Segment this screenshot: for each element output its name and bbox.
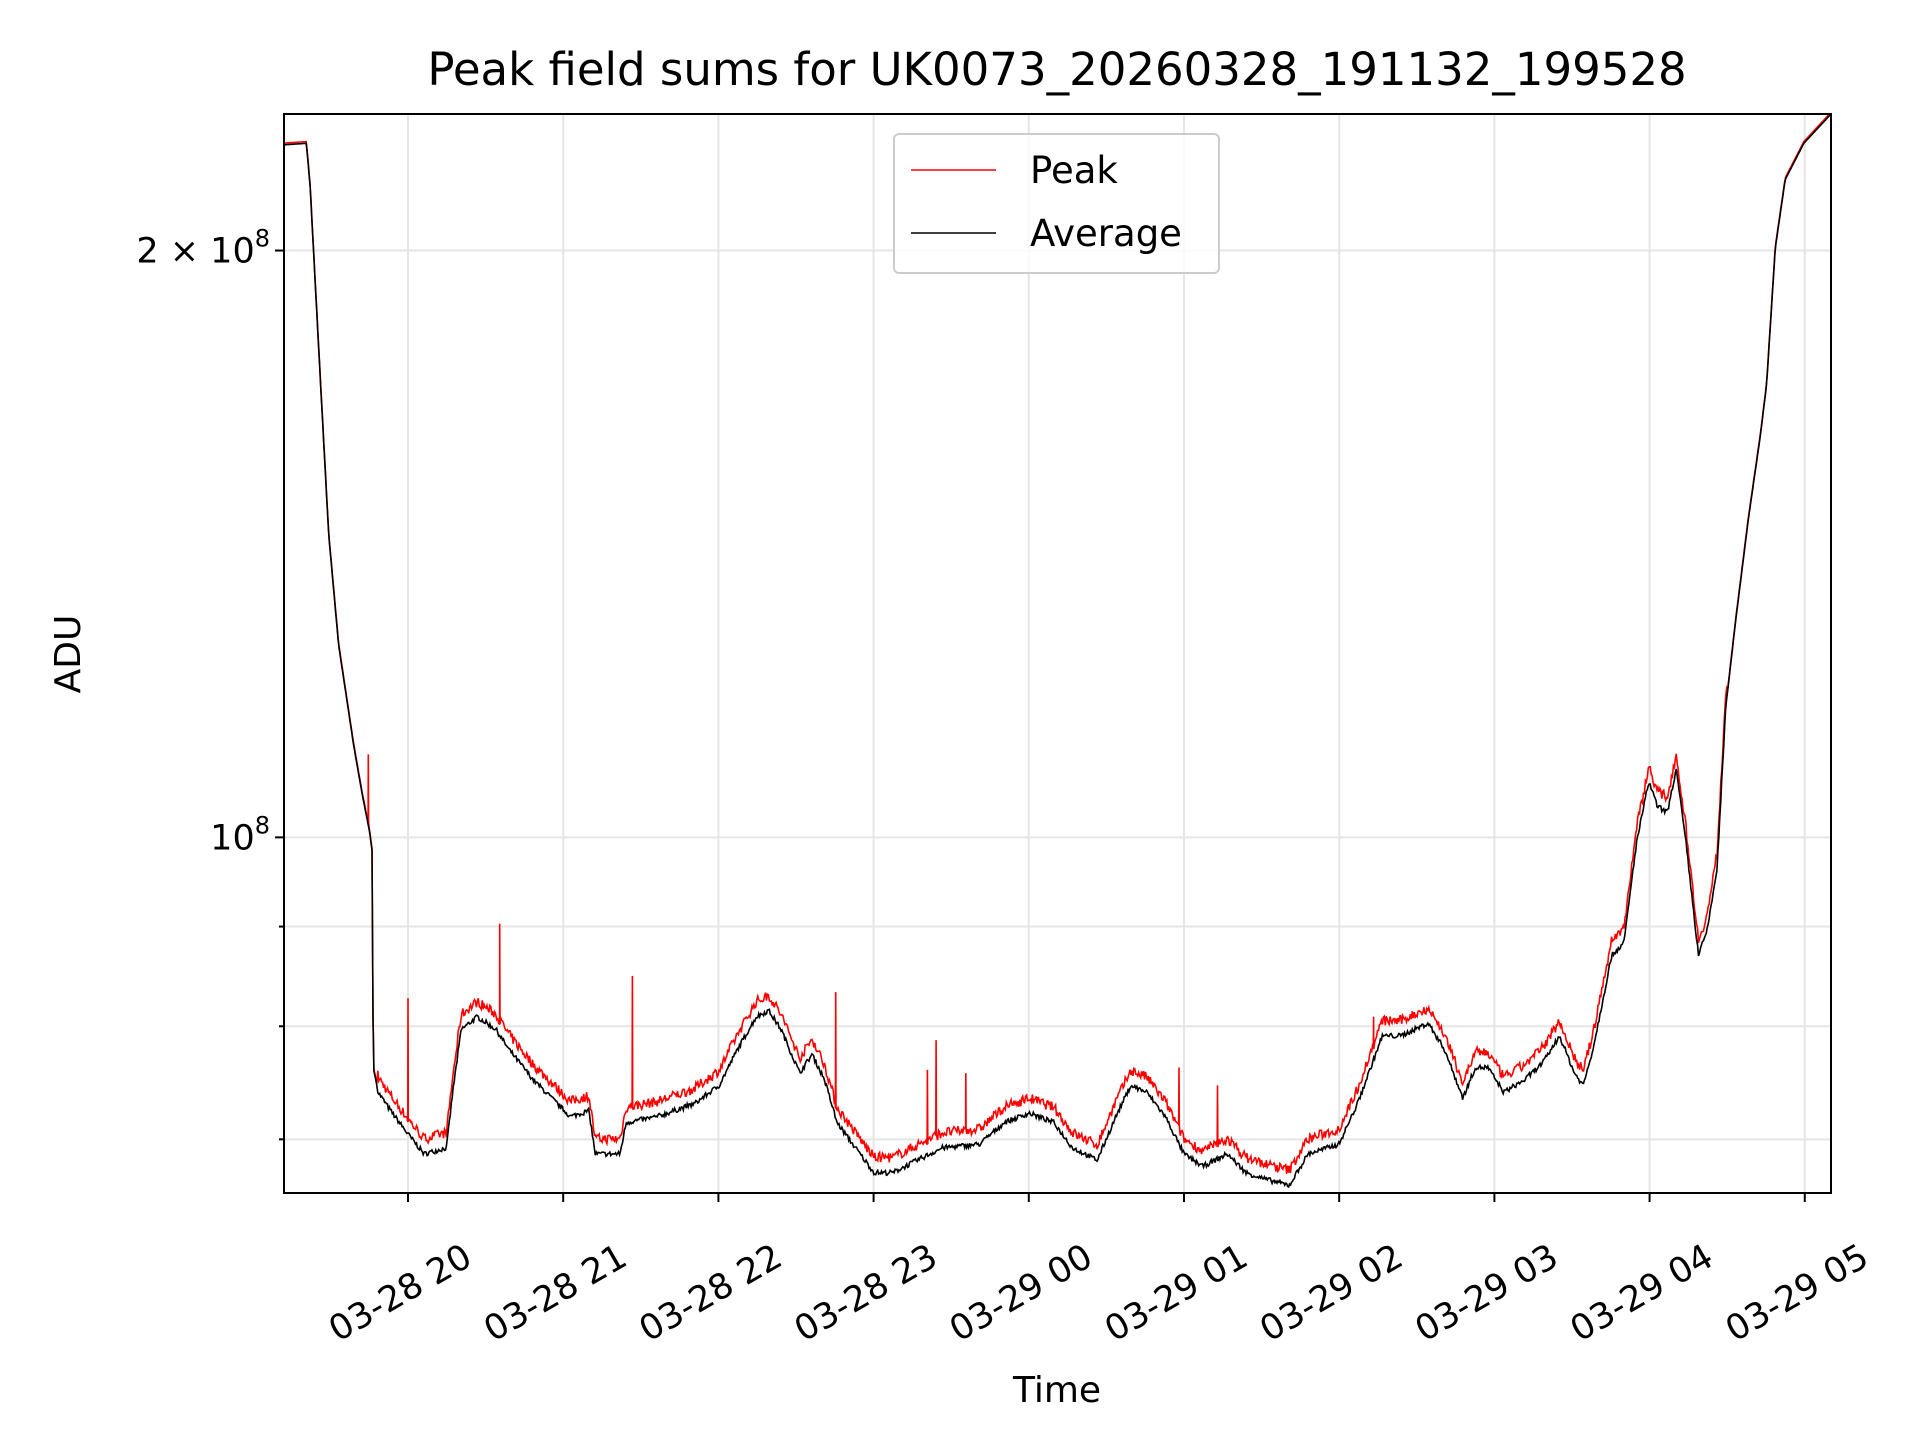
y-tick-label: 2 × 108 — [136, 225, 270, 272]
x-tick-label: 03-29 04 — [1564, 1237, 1720, 1350]
grid — [284, 114, 1831, 1193]
x-tick-label: 03-29 05 — [1719, 1237, 1875, 1350]
legend-label-average: Average — [1030, 212, 1182, 255]
x-axis-label: Time — [1012, 1370, 1101, 1411]
peak-series-line — [284, 113, 1831, 1174]
x-tick-label: 03-29 01 — [1098, 1237, 1254, 1350]
y-axis-ticks: 108 2 × 108 — [136, 225, 284, 1141]
plot-frame — [283, 113, 1832, 1194]
y-tick-label: 108 — [210, 811, 270, 858]
x-tick-label: 03-29 00 — [943, 1237, 1099, 1350]
legend: Peak Average — [893, 133, 1220, 274]
series-lines — [284, 113, 1832, 1189]
chart-title: Peak field sums for UK0073_20260328_1911… — [427, 43, 1686, 96]
x-tick-label: 03-28 23 — [788, 1237, 944, 1350]
average-series-line — [284, 113, 1832, 1189]
y-axis-label: ADU — [48, 615, 89, 694]
x-tick-label: 03-28 21 — [478, 1237, 634, 1350]
x-tick-label: 03-29 02 — [1254, 1237, 1410, 1350]
x-tick-label: 03-28 20 — [322, 1237, 478, 1350]
legend-label-peak: Peak — [1030, 149, 1118, 192]
x-tick-label: 03-29 03 — [1409, 1237, 1565, 1350]
legend-box — [893, 133, 1220, 274]
x-tick-label: 03-28 22 — [633, 1237, 789, 1350]
